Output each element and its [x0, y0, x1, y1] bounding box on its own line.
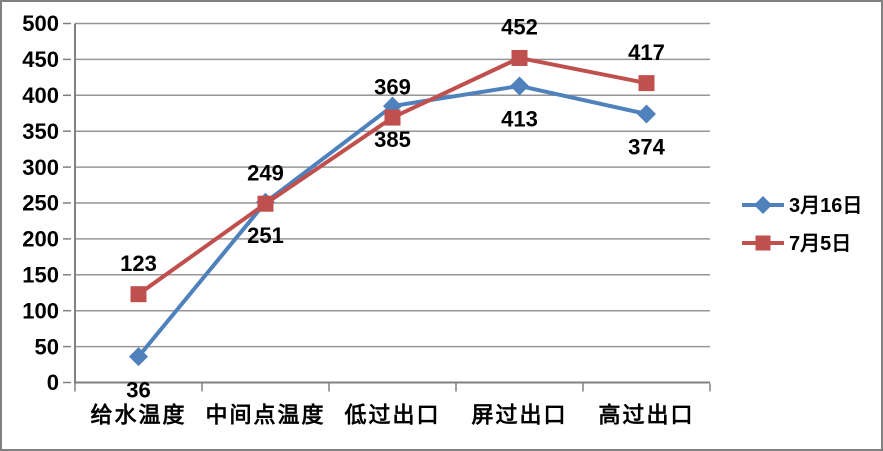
series-marker-1 — [638, 75, 655, 92]
data-label: 413 — [501, 107, 538, 132]
y-tick-label: 400 — [22, 83, 59, 108]
data-label: 385 — [374, 127, 411, 152]
y-tick-label: 450 — [22, 47, 59, 72]
y-tick-label: 0 — [47, 370, 59, 395]
y-tick-label: 150 — [22, 263, 59, 288]
data-label: 123 — [120, 251, 157, 276]
y-tick-label: 50 — [35, 334, 59, 359]
y-tick-label: 200 — [22, 227, 59, 252]
data-label: 36 — [126, 377, 150, 402]
series-marker-0 — [637, 104, 656, 124]
category-label: 中间点温度 — [205, 403, 325, 428]
category-label: 高过出口 — [598, 403, 694, 428]
series-marker-1 — [384, 109, 401, 126]
series-marker-1 — [511, 49, 528, 66]
y-tick-label: 100 — [22, 298, 59, 323]
series-marker-0 — [129, 347, 148, 367]
series-marker-0 — [510, 76, 529, 96]
category-label: 给水温度 — [90, 403, 186, 428]
category-label: 低过出口 — [343, 403, 440, 428]
category-label: 屏过出口 — [471, 403, 567, 428]
data-label: 249 — [247, 160, 284, 185]
data-label: 369 — [374, 74, 411, 99]
legend-label: 3月16日 — [789, 195, 862, 217]
series-marker-1 — [257, 195, 274, 212]
data-label: 417 — [628, 40, 665, 65]
data-label: 452 — [501, 15, 538, 40]
y-tick-label: 300 — [22, 155, 59, 180]
legend-label: 7月5日 — [789, 233, 851, 255]
y-tick-label: 500 — [22, 11, 59, 36]
legend-swatch-marker — [755, 235, 771, 251]
data-label: 374 — [628, 135, 665, 160]
legend-swatch-marker — [754, 196, 772, 214]
data-label: 251 — [247, 223, 284, 248]
y-tick-label: 350 — [22, 119, 59, 144]
y-tick-label: 250 — [22, 191, 59, 216]
series-marker-1 — [130, 286, 147, 303]
